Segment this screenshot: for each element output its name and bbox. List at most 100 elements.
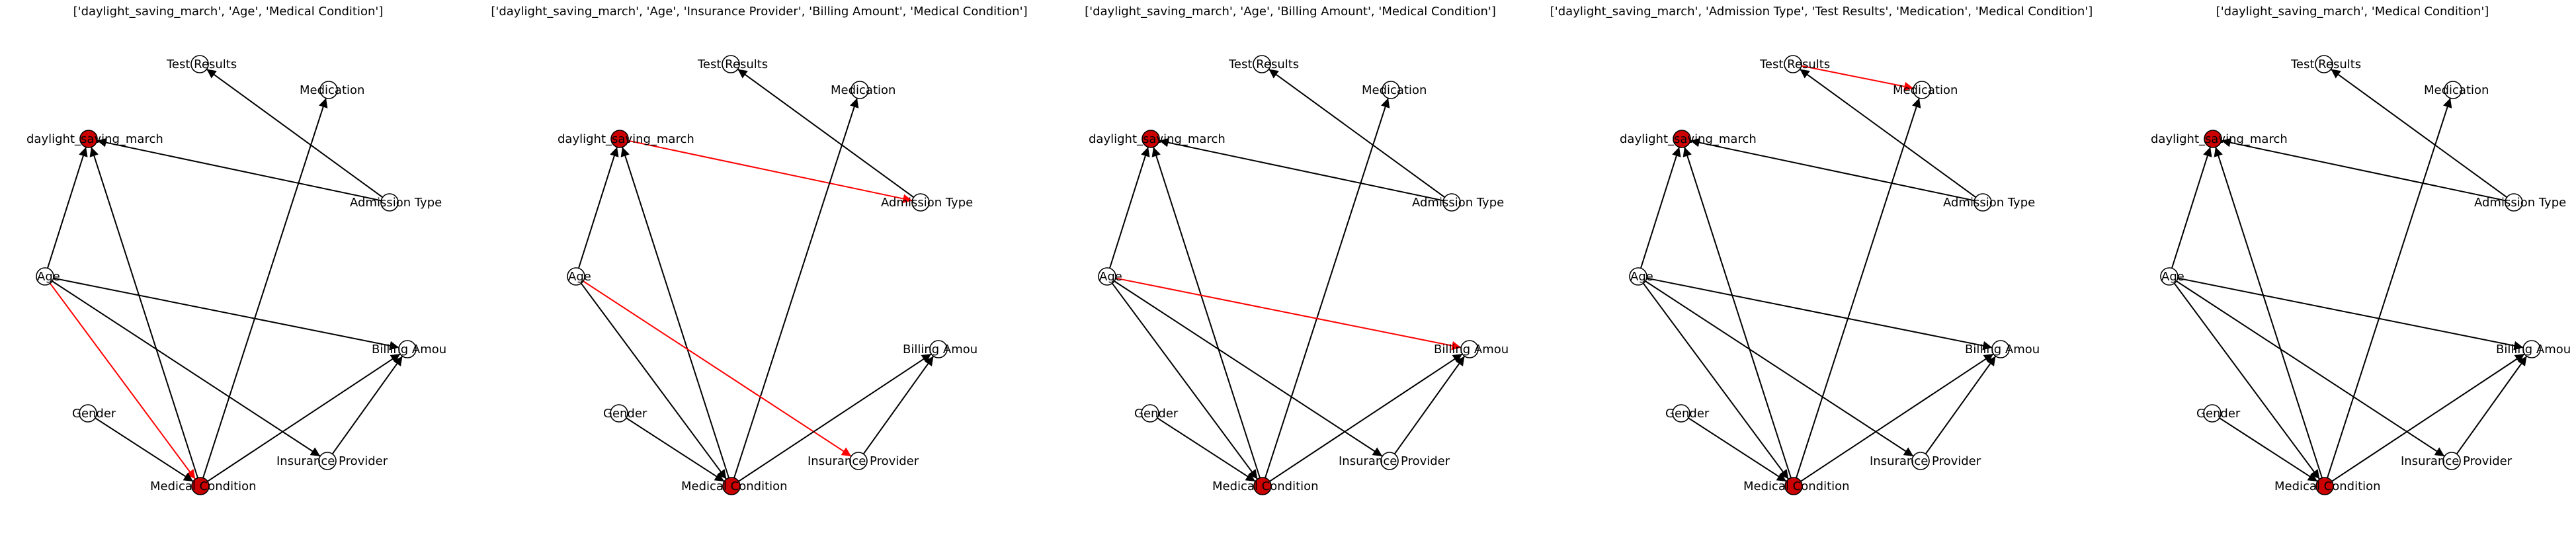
edge-age-to-medical-condition xyxy=(49,282,196,480)
node-label-daylight-saving-march: daylight_saving_march xyxy=(558,132,694,146)
edge-medical-condition-to-medication xyxy=(1265,98,1390,478)
node-label-medication: Medication xyxy=(1362,83,1427,97)
node-gender xyxy=(1141,404,1159,423)
node-medical-condition xyxy=(2315,477,2334,495)
graph-panel-2: ['daylight_saving_march', 'Age', 'Insura… xyxy=(491,5,1028,495)
node-daylight-saving-march xyxy=(79,130,98,148)
node-label-admission-type: Admission Type xyxy=(350,196,442,210)
edge-age-to-billing-amount xyxy=(2177,277,2524,351)
node-label-billing-amount: Billing Amount xyxy=(372,343,459,356)
node-label-billing-amount: Billing Amount xyxy=(903,343,990,356)
node-insurance-provider xyxy=(1911,452,1930,470)
edge-medical-condition-to-daylight-saving-march xyxy=(2214,147,2323,478)
node-label-medication: Medication xyxy=(2424,83,2489,97)
node-label-medical-condition: Medical Condition xyxy=(1743,479,1850,493)
node-label-medical-condition: Medical Condition xyxy=(681,479,788,493)
node-test-results xyxy=(2315,55,2333,73)
edge-age-to-daylight-saving-march xyxy=(577,147,619,268)
edge-insurance-provider-to-billing-amount xyxy=(1925,355,1997,455)
node-insurance-provider xyxy=(2442,452,2461,470)
edge-age-to-insurance-provider xyxy=(1114,280,1383,457)
node-gender xyxy=(610,404,628,423)
node-daylight-saving-march xyxy=(1142,130,1160,148)
node-admission-type xyxy=(1442,193,1461,212)
graph-panel-5: ['daylight_saving_march', 'Medical Condi… xyxy=(2151,5,2576,495)
edge-test-results-to-medication xyxy=(1801,65,1914,91)
edge-age-to-billing-amount xyxy=(1646,277,1993,351)
edge-medical-condition-to-billing-amount xyxy=(1269,353,1463,482)
node-label-billing-amount: Billing Amount xyxy=(2496,343,2576,356)
node-daylight-saving-march xyxy=(610,130,629,148)
node-label-insurance-provider: Insurance Provider xyxy=(2401,454,2513,468)
node-billing-amount xyxy=(1991,340,2010,358)
node-label-test-results: Test Results xyxy=(166,58,237,71)
node-label-admission-type: Admission Type xyxy=(2474,196,2566,210)
edge-age-to-daylight-saving-march xyxy=(1640,147,1681,268)
node-label-age: Age xyxy=(1630,270,1653,284)
edge-age-to-insurance-provider xyxy=(2176,280,2445,457)
node-label-medical-condition: Medical Condition xyxy=(2274,479,2381,493)
edge-admission-type-to-test-results xyxy=(1799,68,1977,198)
node-label-daylight-saving-march: daylight_saving_march xyxy=(1620,132,1757,146)
node-label-age: Age xyxy=(37,270,60,284)
edge-age-to-medical-condition xyxy=(1111,282,1259,480)
edge-admission-type-to-daylight-saving-march xyxy=(2221,138,2506,202)
edge-gender-to-medical-condition xyxy=(2219,417,2318,482)
node-label-insurance-provider: Insurance Provider xyxy=(1870,454,1981,468)
node-label-billing-amount: Billing Amount xyxy=(1434,343,1521,356)
node-test-results xyxy=(190,55,209,73)
node-label-gender: Gender xyxy=(603,407,647,421)
node-medical-condition xyxy=(722,477,741,495)
node-billing-amount xyxy=(2522,340,2541,358)
node-medical-condition xyxy=(191,477,210,495)
panel-title: ['daylight_saving_march', 'Medical Condi… xyxy=(2216,5,2489,19)
edge-medical-condition-to-daylight-saving-march xyxy=(89,147,198,478)
panel-title: ['daylight_saving_march', 'Admission Typ… xyxy=(1550,5,2093,19)
node-insurance-provider xyxy=(1380,452,1399,470)
node-test-results xyxy=(1253,55,1271,73)
node-label-gender: Gender xyxy=(72,407,116,421)
node-age xyxy=(1629,267,1647,286)
node-age xyxy=(567,267,585,286)
node-insurance-provider xyxy=(318,452,337,470)
edge-daylight-saving-march-to-admission-type xyxy=(628,140,913,204)
graph-panel-3: ['daylight_saving_march', 'Age', 'Billin… xyxy=(1085,5,1521,495)
node-gender xyxy=(1672,404,1690,423)
node-label-medication: Medication xyxy=(1893,83,1958,97)
node-test-results xyxy=(1784,55,1802,73)
edge-medical-condition-to-billing-amount xyxy=(738,353,932,482)
edge-insurance-provider-to-billing-amount xyxy=(862,355,935,455)
graph-panel-4: ['daylight_saving_march', 'Admission Typ… xyxy=(1550,5,2093,495)
edge-insurance-provider-to-billing-amount xyxy=(1393,355,1466,455)
edge-admission-type-to-test-results xyxy=(1268,68,1446,198)
edge-insurance-provider-to-billing-amount xyxy=(2456,355,2528,455)
edge-gender-to-medical-condition xyxy=(95,417,194,482)
node-age xyxy=(2160,267,2179,286)
edge-admission-type-to-test-results xyxy=(206,68,384,198)
edge-age-to-billing-amount xyxy=(53,277,399,351)
node-gender xyxy=(2203,404,2222,423)
edge-age-to-billing-amount xyxy=(1115,277,1462,351)
node-label-medication: Medication xyxy=(831,83,895,97)
node-label-insurance-provider: Insurance Provider xyxy=(808,454,919,468)
node-medication xyxy=(1382,81,1400,99)
edge-gender-to-medical-condition xyxy=(626,417,725,482)
node-billing-amount xyxy=(929,340,948,358)
edge-age-to-daylight-saving-march xyxy=(1108,147,1150,268)
node-medication xyxy=(2444,81,2462,99)
edge-medical-condition-to-billing-amount xyxy=(207,353,401,482)
edge-medical-condition-to-daylight-saving-march xyxy=(1151,147,1261,478)
node-label-daylight-saving-march: daylight_saving_march xyxy=(1089,132,1226,146)
node-label-admission-type: Admission Type xyxy=(1412,196,1504,210)
node-medical-condition xyxy=(1784,477,1803,495)
edge-medical-condition-to-medication xyxy=(1796,98,1921,478)
node-admission-type xyxy=(380,193,399,212)
node-label-test-results: Test Results xyxy=(697,58,768,71)
panel-title: ['daylight_saving_march', 'Age', 'Insura… xyxy=(491,5,1027,19)
edge-medical-condition-to-medication xyxy=(202,98,328,478)
node-medication xyxy=(319,81,338,99)
panel-title: ['daylight_saving_march', 'Age', 'Billin… xyxy=(1085,5,1496,19)
node-label-daylight-saving-march: daylight_saving_march xyxy=(2151,132,2288,146)
node-label-insurance-provider: Insurance Provider xyxy=(276,454,388,468)
